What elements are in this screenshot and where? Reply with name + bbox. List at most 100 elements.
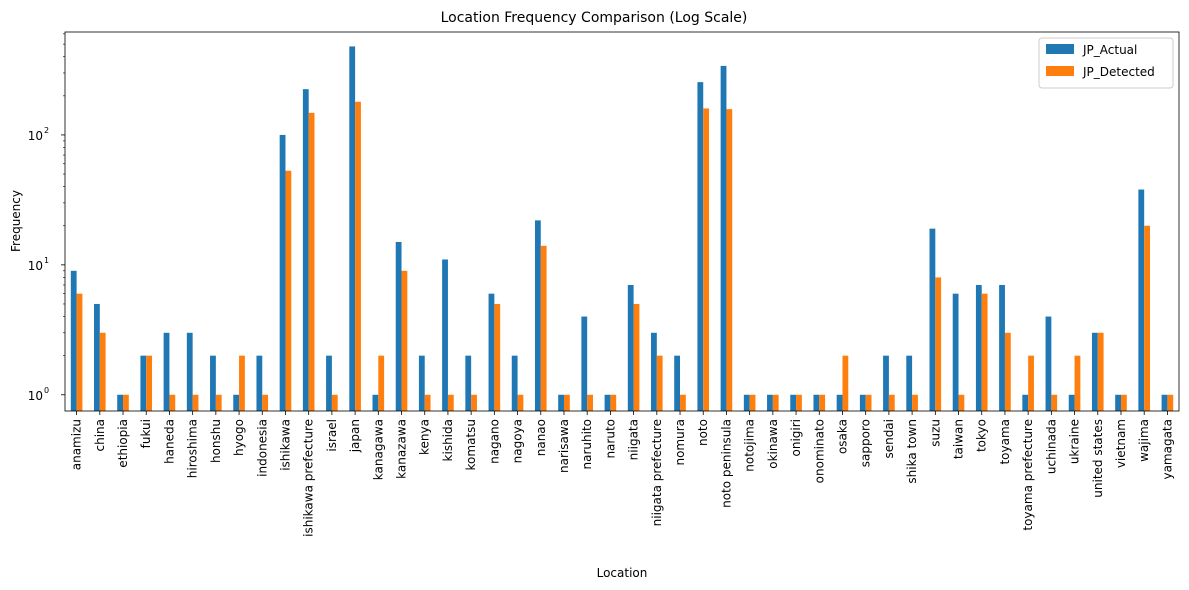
bar-jp-actual-fukui xyxy=(140,355,147,411)
bar-jp-actual-shika-town xyxy=(906,355,913,411)
x-tick-label: fukui xyxy=(139,419,153,448)
x-tick-label: toyama xyxy=(998,419,1012,465)
y-tick-label: 10 xyxy=(28,129,43,143)
x-tick-label: united states xyxy=(1091,419,1105,498)
x-ticks-group: anamizu china ethiopia fukui haneda hiroshima… xyxy=(70,411,1174,537)
legend: JP_Actual JP_Detected xyxy=(1038,37,1174,89)
bar-jp-detected-japan xyxy=(355,101,361,411)
bar-jp-actual-uchinada xyxy=(1045,316,1052,411)
x-tick-label: yamagata xyxy=(1160,419,1174,480)
bar-jp-actual-kanagawa xyxy=(372,394,379,411)
bar-jp-detected-honshu xyxy=(215,394,222,411)
chart-title: Location Frequency Comparison (Log Scale… xyxy=(441,10,748,26)
bar-jp-detected-kanagawa xyxy=(378,355,385,411)
bar-jp-detected-taiwan xyxy=(958,394,965,411)
x-tick-label: okinawa xyxy=(766,419,780,469)
bar-jp-actual-niigata xyxy=(627,284,634,411)
bar-jp-actual-haneda xyxy=(163,332,170,411)
bar-jp-detected-suzu xyxy=(935,277,942,411)
bar-jp-detected-ishikawa xyxy=(285,170,292,411)
bar-jp-detected-ishikawa-prefecture xyxy=(308,112,315,412)
legend-label-jp-detected: JP_Detected xyxy=(1082,65,1155,79)
bar-jp-detected-kenya xyxy=(424,394,431,411)
x-tick-label: anamizu xyxy=(70,419,84,470)
bar-jp-detected-ethiopia xyxy=(123,394,129,411)
bar-jp-detected-onigiri xyxy=(796,394,802,411)
x-tick-label: sapporo xyxy=(859,419,873,467)
bar-jp-detected-china xyxy=(99,332,106,411)
bar-jp-actual-naruhito xyxy=(581,316,588,411)
bar-jp-actual-nomura xyxy=(674,355,681,411)
bar-jp-actual-toyama-prefecture xyxy=(1022,394,1029,411)
x-tick-label: osaka xyxy=(835,419,849,454)
bar-jp-detected-notojima xyxy=(749,394,756,411)
x-tick-label: nanao xyxy=(534,419,548,456)
x-tick-label: onominato xyxy=(812,419,826,483)
x-tick-label: narisawa xyxy=(557,419,571,473)
bar-jp-detected-anamizu xyxy=(76,293,83,411)
plot-frame xyxy=(64,31,1180,412)
bar-jp-actual-sapporo xyxy=(859,394,866,411)
y-tick-exponent: 1 xyxy=(44,256,49,265)
bar-jp-actual-israel xyxy=(326,355,332,411)
x-tick-label: hiroshima xyxy=(186,419,200,478)
x-tick-label: nagano xyxy=(487,419,501,464)
bar-jp-detected-fukui xyxy=(146,355,153,411)
bar-jp-actual-yamagata xyxy=(1161,394,1168,411)
bar-jp-actual-osaka xyxy=(836,394,843,411)
bar-jp-actual-narisawa xyxy=(558,394,564,411)
bar-jp-detected-narisawa xyxy=(563,394,570,411)
bar-jp-actual-ethiopia xyxy=(117,394,124,411)
bar-jp-actual-honshu xyxy=(210,355,216,411)
bar-jp-detected-nagoya xyxy=(517,394,524,411)
bar-jp-detected-shika-town xyxy=(912,394,918,411)
bar-jp-detected-israel xyxy=(331,394,338,411)
bar-jp-detected-toyama-prefecture xyxy=(1028,355,1034,411)
bar-jp-actual-kenya xyxy=(418,355,425,411)
y-tick-exponent: 2 xyxy=(44,126,49,135)
bar-jp-actual-niigata-prefecture xyxy=(651,332,657,411)
bar-jp-actual-notojima xyxy=(743,394,750,411)
x-axis-label: Location xyxy=(597,566,648,580)
bar-jp-actual-hiroshima xyxy=(186,332,193,411)
bar-jp-actual-hyogo xyxy=(233,394,240,411)
x-tick-label: israel xyxy=(325,419,339,452)
legend-label-jp-actual: JP_Actual xyxy=(1082,43,1137,57)
y-axis-label: Frequency xyxy=(9,190,23,252)
bar-jp-detected-nanao xyxy=(540,245,547,411)
bar-jp-detected-onominato xyxy=(819,394,826,411)
bar-jp-actual-onominato xyxy=(813,394,820,411)
bar-jp-actual-sendai xyxy=(883,355,889,411)
bar-jp-actual-noto xyxy=(697,82,704,411)
x-tick-label: ishikawa prefecture xyxy=(302,419,316,537)
legend-swatch-jp-detected xyxy=(1046,66,1074,76)
bar-jp-actual-naruto xyxy=(604,394,611,411)
bar-jp-detected-komatsu xyxy=(471,394,477,411)
bar-jp-actual-onigiri xyxy=(790,394,797,411)
x-tick-label: taiwan xyxy=(952,419,966,459)
bar-jp-detected-sendai xyxy=(888,394,895,411)
x-tick-label: onigiri xyxy=(789,419,803,457)
bar-jp-actual-united-states xyxy=(1091,332,1098,411)
bar-jp-actual-ishikawa xyxy=(279,134,286,412)
bar-jp-detected-noto xyxy=(703,108,710,411)
bar-jp-actual-komatsu xyxy=(465,355,472,411)
bar-jp-actual-kishida xyxy=(442,259,448,411)
bar-jp-actual-ishikawa-prefecture xyxy=(302,89,309,411)
bar-jp-detected-tokyo xyxy=(981,293,988,411)
bar-jp-actual-ukraine xyxy=(1068,394,1075,411)
bar-jp-detected-vietnam xyxy=(1120,394,1127,411)
x-tick-label: niigata xyxy=(627,419,641,460)
bar-jp-detected-okinawa xyxy=(772,394,779,411)
x-tick-label: ishikawa xyxy=(278,419,292,471)
bar-jp-detected-hiroshima xyxy=(192,394,199,411)
bar-jp-detected-yamagata xyxy=(1167,394,1174,411)
bar-jp-detected-wajima xyxy=(1144,225,1150,411)
x-tick-label: naruto xyxy=(603,419,617,459)
bar-jp-detected-uchinada xyxy=(1051,394,1058,411)
x-tick-label: ukraine xyxy=(1068,419,1082,464)
x-tick-label: notojima xyxy=(743,419,757,472)
bars-group xyxy=(70,46,1174,412)
x-tick-label: wajima xyxy=(1137,419,1151,462)
